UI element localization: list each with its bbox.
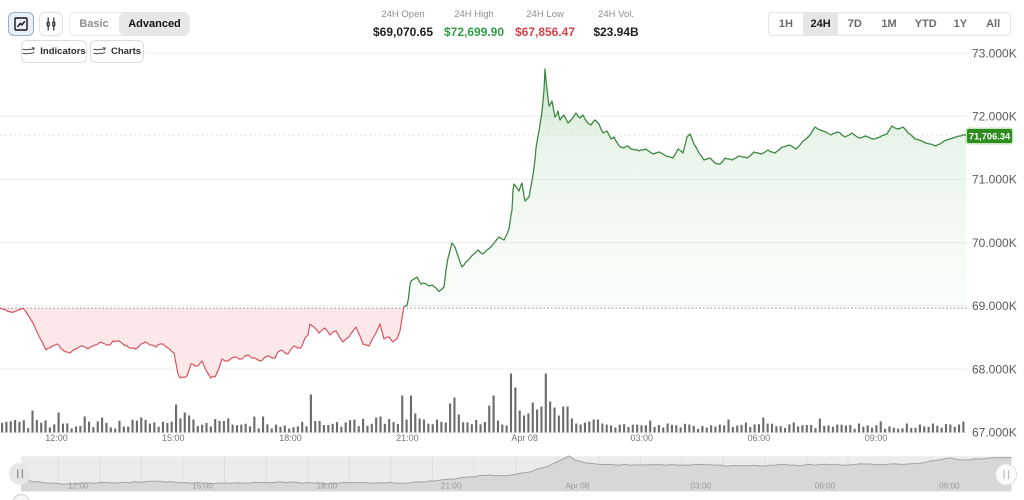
svg-text:09:00: 09:00 <box>865 433 888 443</box>
svg-text:21:00: 21:00 <box>396 433 419 443</box>
svg-text:70.000K: 70.000K <box>972 236 1017 250</box>
svg-text:18:00: 18:00 <box>279 433 302 443</box>
svg-text:73.000K: 73.000K <box>972 46 1017 60</box>
svg-text:67.000K: 67.000K <box>972 426 1017 440</box>
svg-text:15:00: 15:00 <box>162 433 185 443</box>
svg-text:03:00: 03:00 <box>691 482 712 491</box>
svg-text:72.000K: 72.000K <box>972 110 1017 124</box>
svg-text:68.000K: 68.000K <box>972 362 1017 376</box>
svg-text:06:00: 06:00 <box>815 482 836 491</box>
svg-text:12:00: 12:00 <box>68 482 89 491</box>
svg-text:71,706.34: 71,706.34 <box>969 131 1011 141</box>
svg-text:09:00: 09:00 <box>939 482 960 491</box>
svg-text:69.000K: 69.000K <box>972 299 1017 313</box>
svg-text:Apr 08: Apr 08 <box>511 433 538 443</box>
svg-text:06:00: 06:00 <box>748 433 771 443</box>
svg-text:21:00: 21:00 <box>441 482 462 491</box>
svg-text:03:00: 03:00 <box>631 433 654 443</box>
svg-text:71.000K: 71.000K <box>972 173 1017 187</box>
svg-text:18:00: 18:00 <box>317 482 338 491</box>
svg-text:15:00: 15:00 <box>192 482 213 491</box>
svg-text:12:00: 12:00 <box>45 433 68 443</box>
svg-text:Apr 08: Apr 08 <box>565 482 590 491</box>
